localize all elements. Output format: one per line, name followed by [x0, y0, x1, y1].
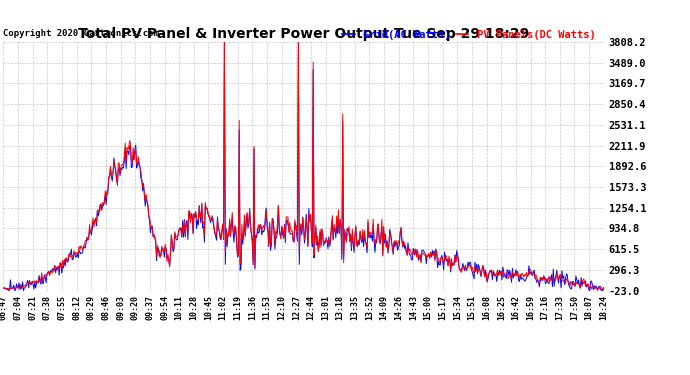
Legend: Grid(AC Watts), PV Panels(DC Watts): Grid(AC Watts), PV Panels(DC Watts)	[342, 30, 595, 40]
Text: Copyright 2020 Cartronics.com: Copyright 2020 Cartronics.com	[3, 28, 159, 38]
Title: Total PV Panel & Inverter Power Output Tue Sep 29 18:29: Total PV Panel & Inverter Power Output T…	[78, 27, 529, 41]
